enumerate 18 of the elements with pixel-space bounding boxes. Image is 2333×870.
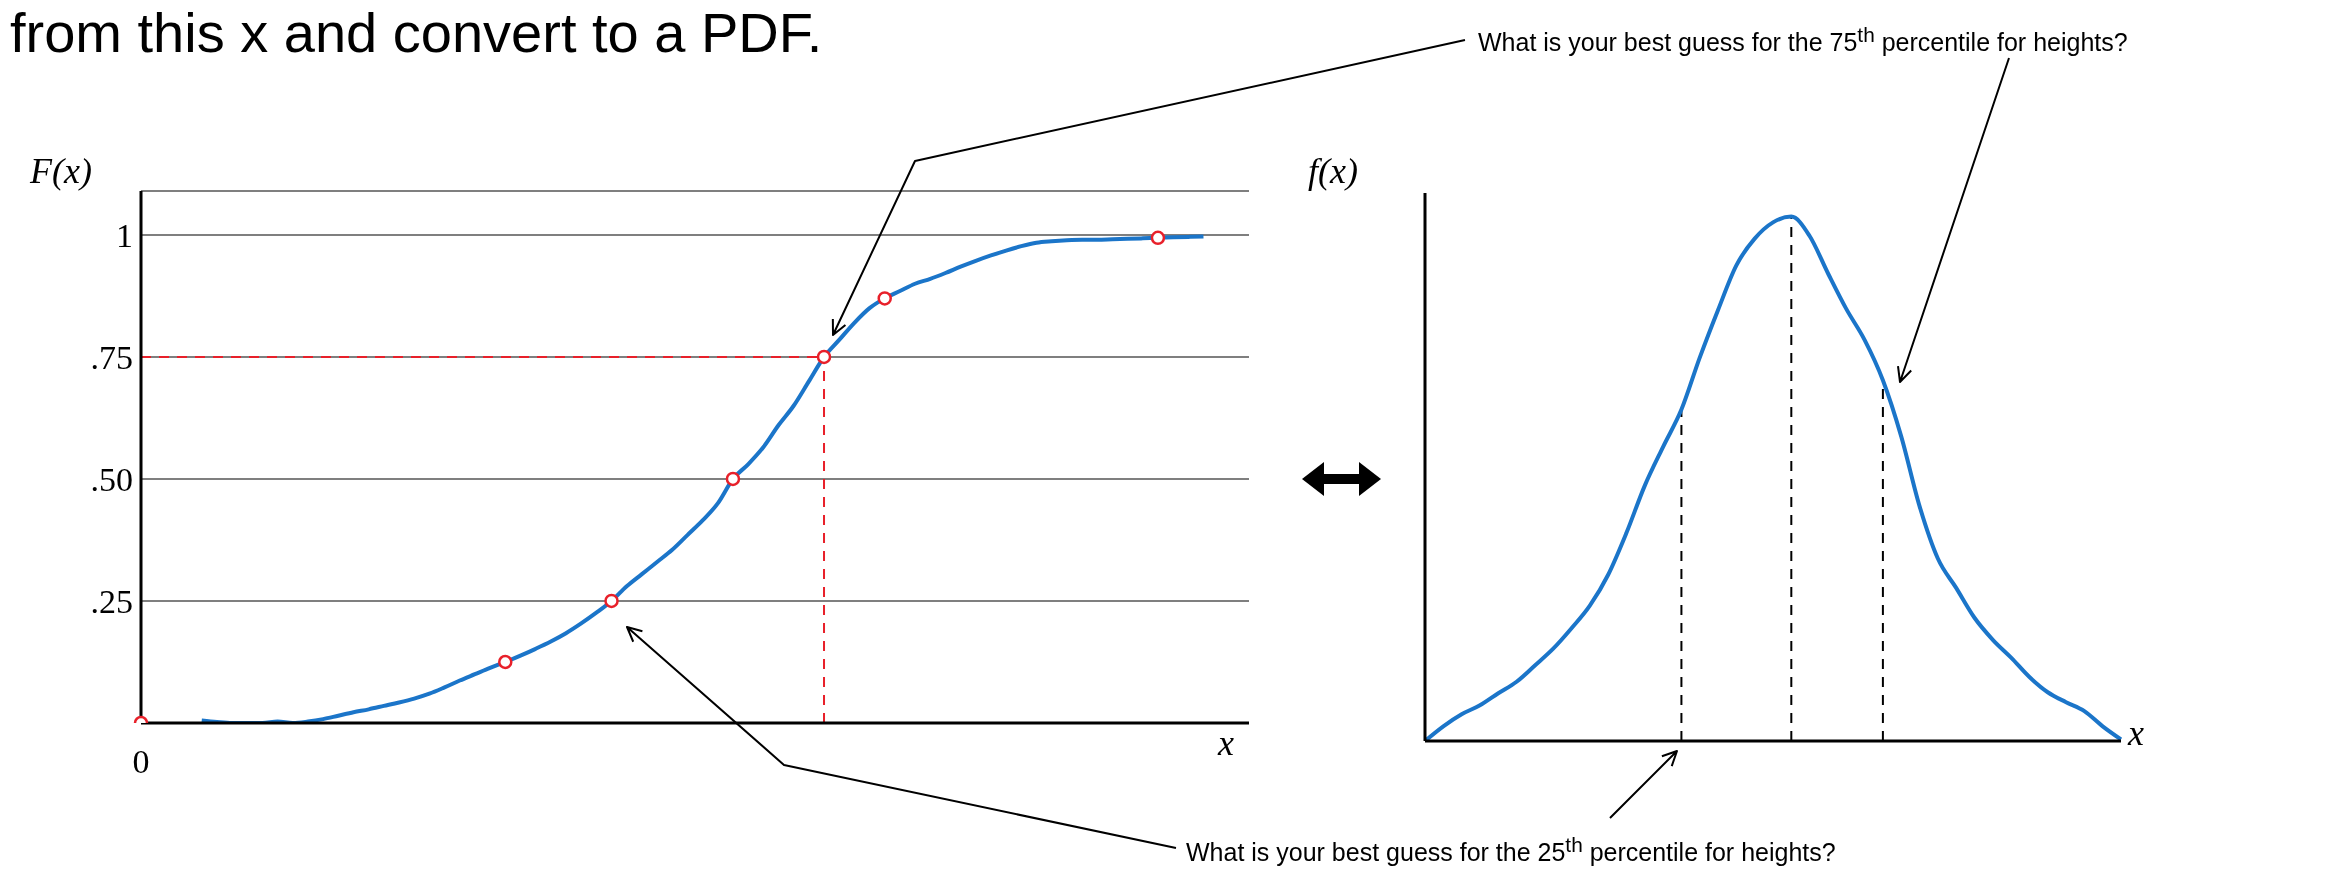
point — [816, 349, 832, 365]
text: What is your best guess for the 75$^{th}$ percentile for heights? — [1478, 22, 2128, 58]
y-tick-label: .50 — [90, 461, 133, 499]
y-tick-label: .75 — [90, 339, 133, 377]
y-axis-title: F(x) — [30, 150, 92, 192]
point — [1150, 230, 1166, 246]
point — [498, 654, 513, 670]
y-axis-title: f(x) — [1308, 150, 1358, 192]
x-tick-label: 0 — [132, 743, 150, 781]
x-axis-title: x — [1218, 722, 1234, 764]
point — [604, 593, 619, 609]
x-axis-title: x — [2128, 712, 2144, 754]
y-tick-label: .25 — [90, 583, 133, 621]
text: What is your best guess for the 25$^{th}$ percentile for heights? — [1186, 832, 1836, 868]
chart-title: from this x and convert to a PDF. — [10, 0, 823, 65]
point — [877, 291, 892, 306]
point — [725, 471, 741, 487]
y-tick-label: 1 — [116, 217, 133, 254]
